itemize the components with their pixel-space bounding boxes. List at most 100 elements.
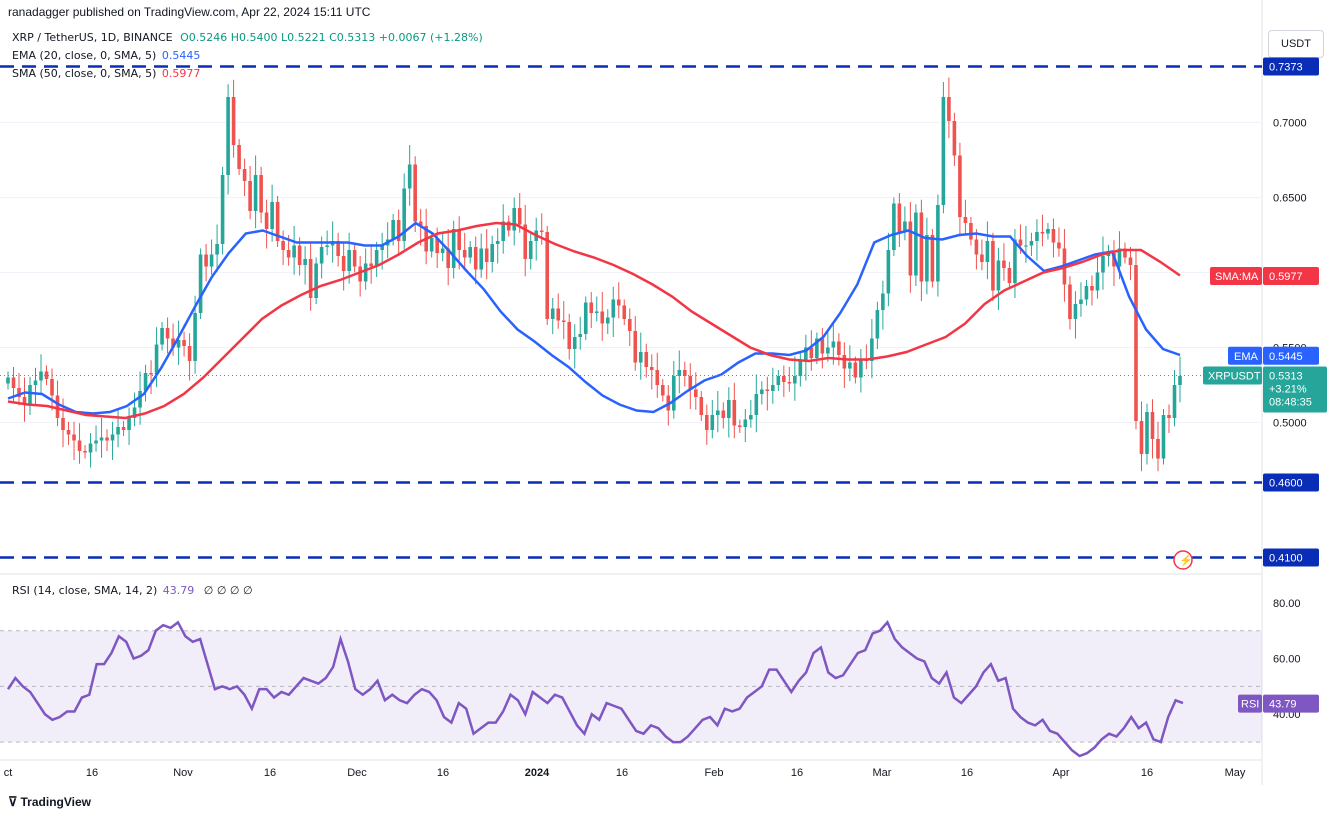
candle-body: [237, 145, 241, 169]
legend-rsi: RSI (14, close, SMA, 14, 2): [12, 584, 157, 597]
candle-body: [221, 175, 225, 244]
candle-body: [727, 400, 731, 418]
candle-body: [463, 250, 467, 258]
x-tick-label: Nov: [173, 767, 193, 779]
candle-body: [617, 300, 621, 306]
candle-body: [694, 390, 698, 398]
candle-body: [1173, 385, 1177, 418]
candle-body: [122, 427, 126, 430]
candle-body: [529, 241, 533, 259]
candle-body: [826, 348, 830, 354]
candle-body: [705, 415, 709, 430]
candle-body: [991, 241, 995, 291]
candle-body: [243, 169, 247, 181]
candle-body: [485, 249, 489, 263]
candle-body: [920, 213, 924, 282]
candle-body: [1057, 243, 1061, 249]
candle-body: [127, 418, 131, 430]
candle-body: [589, 303, 593, 314]
candle-body: [496, 241, 500, 244]
candle-body: [1046, 229, 1050, 234]
candle-body: [600, 312, 604, 324]
footer-brand[interactable]: ⊽ TradingView: [8, 794, 91, 810]
candle-body: [887, 250, 891, 294]
candle-body: [958, 156, 962, 218]
candle-body: [67, 430, 71, 435]
x-tick-label: May: [1225, 767, 1246, 779]
footer-brand-label: TradingView: [21, 795, 91, 809]
candle-body: [353, 250, 357, 267]
candle-body: [947, 97, 951, 121]
y-tick-label: 0.7000: [1273, 118, 1307, 130]
candle-body: [1074, 304, 1078, 319]
candle-body: [215, 244, 219, 255]
candle-body: [655, 370, 659, 385]
candle-body: [364, 264, 368, 282]
candle-body: [606, 318, 610, 324]
candle-body: [149, 373, 153, 375]
candle-body: [1129, 258, 1133, 266]
countdown-label: 08:48:35: [1269, 397, 1312, 409]
key-level-label: 0.7373: [1269, 62, 1303, 74]
candle-body: [540, 231, 544, 233]
candle-body: [755, 394, 759, 415]
candle-body: [716, 411, 720, 416]
candle-body: [595, 312, 599, 314]
candle-body: [1068, 285, 1072, 320]
candle-body: [347, 250, 351, 271]
candle-body: [567, 322, 571, 349]
candle-body: [1013, 240, 1017, 284]
candle-body: [518, 208, 522, 225]
candle-body: [281, 241, 285, 250]
candle-body: [1079, 300, 1083, 305]
candle-body: [61, 418, 65, 430]
candle-body: [160, 328, 164, 345]
candle-body: [292, 246, 296, 258]
candle-body: [408, 165, 412, 189]
candle-body: [166, 328, 170, 339]
candle-body: [39, 372, 43, 381]
candle-body: [1052, 229, 1056, 243]
candle-body: [193, 313, 197, 361]
candle-body: [881, 294, 885, 311]
candle-body: [298, 246, 302, 266]
candle-body: [832, 342, 836, 348]
candle-body: [259, 175, 263, 213]
candle-body: [468, 247, 472, 258]
candle-body: [722, 411, 726, 419]
x-tick-label: 16: [616, 767, 628, 779]
candle-body: [760, 390, 764, 395]
rsi-value-label: 43.79: [1269, 699, 1297, 711]
candle-body: [898, 204, 902, 233]
candle-body: [953, 121, 957, 156]
candle-body: [584, 303, 588, 335]
candle-body: [303, 259, 307, 265]
candle-body: [876, 310, 880, 339]
candle-body: [1096, 273, 1100, 291]
candle-body: [672, 376, 676, 411]
x-tick-label: 16: [437, 767, 449, 779]
candle-body: [254, 175, 258, 211]
candle-body: [799, 361, 803, 376]
x-tick-label: 16: [264, 767, 276, 779]
x-tick-label: Apr: [1052, 767, 1069, 779]
candle-body: [1002, 261, 1006, 269]
candle-body: [369, 264, 373, 267]
candle-body: [1024, 246, 1028, 247]
candle-body: [711, 415, 715, 430]
candle-body: [1035, 232, 1039, 241]
x-tick-label: Dec: [347, 767, 367, 779]
legend-rsi-row[interactable]: RSI (14, close, SMA, 14, 2) 43.79 ∅ ∅ ∅ …: [12, 584, 253, 597]
candle-body: [1167, 415, 1171, 418]
candle-body: [287, 250, 291, 258]
candle-body: [28, 385, 32, 405]
candle-body: [100, 438, 104, 441]
candle-body: [837, 342, 841, 356]
x-tick-label: 2024: [525, 767, 550, 779]
candle-body: [644, 352, 648, 367]
x-tick-label: Feb: [705, 767, 724, 779]
candle-body: [622, 306, 626, 320]
candle-body: [986, 241, 990, 262]
candle-body: [512, 208, 516, 231]
